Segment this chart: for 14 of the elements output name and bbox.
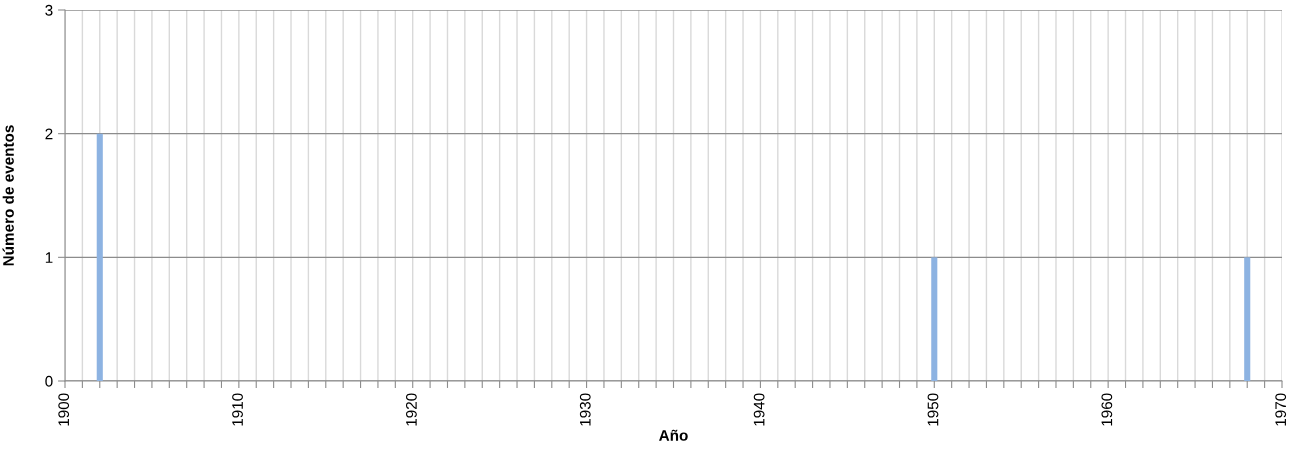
y-tick-label: 3 [45,4,53,16]
y-axis-title: Número de eventos [2,125,14,266]
y-tick-label: 0 [45,375,53,387]
y-tick-label: 1 [45,252,53,263]
x-tick-label: 1970 [1275,393,1287,426]
x-tick-label: 1920 [406,393,417,426]
x-tick-label: 1930 [579,393,591,426]
x-axis-title: Año [659,429,688,441]
x-tick-label: 1940 [753,393,765,426]
x-tick-label: 1910 [232,393,243,426]
y-tick-label: 2 [45,128,53,140]
x-tick-label: 1960 [1101,393,1113,426]
x-tick-label: 1900 [58,393,70,426]
x-tick-label: 1950 [927,393,939,426]
